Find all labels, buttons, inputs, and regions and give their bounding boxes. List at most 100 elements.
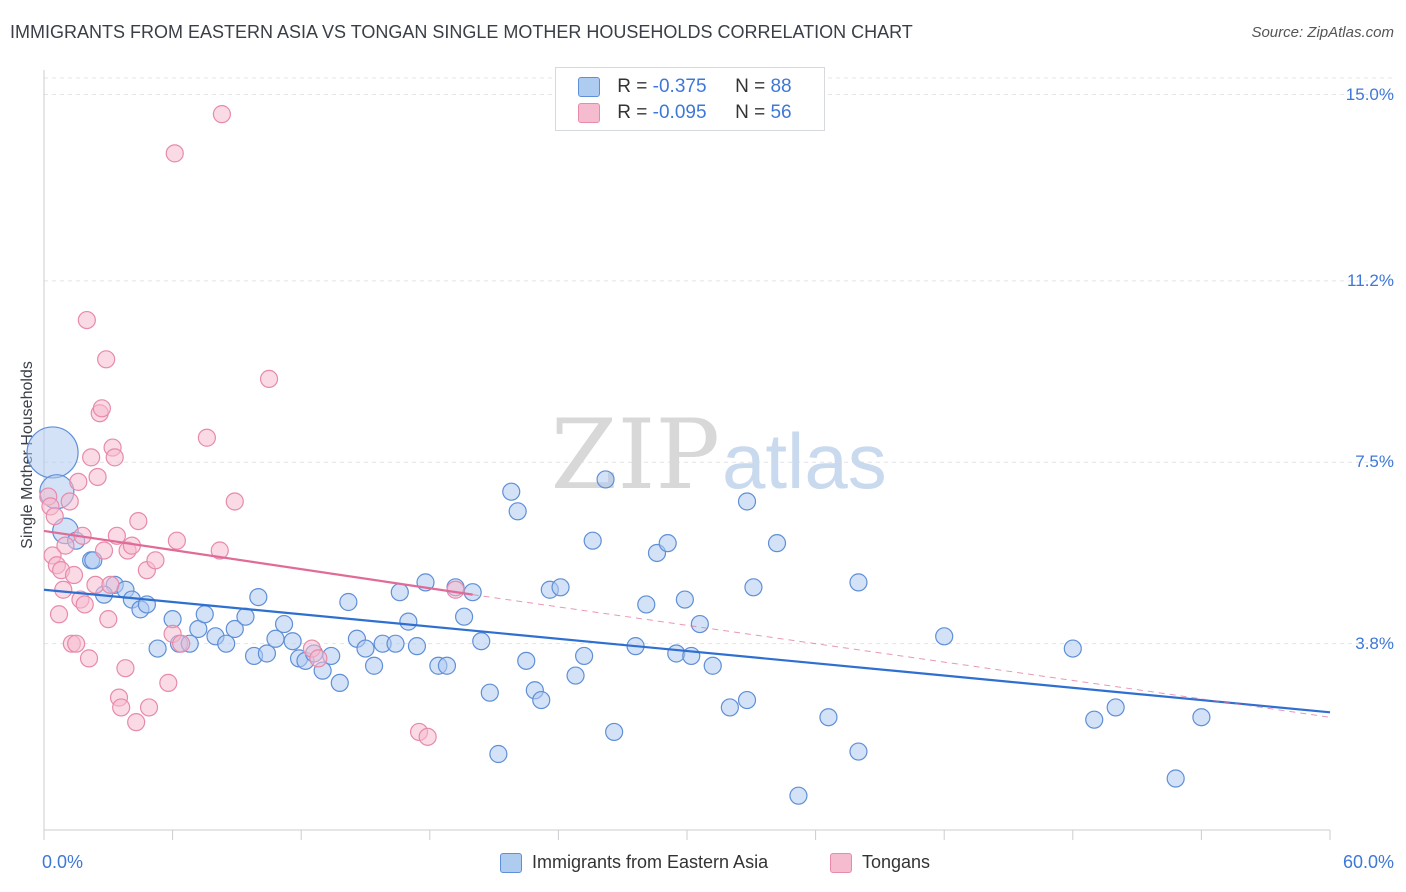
y-tick-label: 15.0% <box>1345 84 1394 104</box>
data-point <box>849 742 868 761</box>
data-point <box>437 656 457 675</box>
data-point <box>480 683 499 702</box>
data-point <box>217 634 236 653</box>
data-point <box>502 482 521 501</box>
data-point <box>69 472 88 491</box>
data-point <box>210 541 229 560</box>
data-point <box>1085 710 1104 729</box>
legend-n-value: 56 <box>770 102 792 123</box>
data-point <box>101 575 120 594</box>
trend-extension-tongans <box>472 594 1331 718</box>
watermark-zip: ZIP <box>551 399 720 511</box>
data-point <box>127 713 146 732</box>
data-point <box>789 786 808 805</box>
legend-r-label: R = <box>617 76 653 97</box>
data-point <box>390 583 409 602</box>
data-point <box>399 612 418 631</box>
data-point <box>767 534 787 553</box>
data-point <box>744 578 763 597</box>
data-point <box>67 634 86 653</box>
legend-row-immigrants: R = -0.375 N = 88 <box>578 76 792 100</box>
series-tongans-points <box>39 105 465 746</box>
data-point <box>309 649 328 668</box>
data-point <box>1106 698 1125 717</box>
data-point <box>551 578 570 597</box>
data-point <box>49 605 69 624</box>
data-point <box>167 531 186 550</box>
data-point <box>737 690 757 710</box>
bottom-legend-label: Immigrants from Eastern Asia <box>532 852 769 872</box>
data-point <box>148 639 167 658</box>
data-point <box>454 607 474 626</box>
data-point <box>197 428 216 447</box>
data-point <box>56 536 75 555</box>
watermark-atlas: atlas <box>722 417 887 505</box>
trend-lines <box>43 529 1331 718</box>
data-point <box>364 656 384 675</box>
data-point <box>386 634 405 653</box>
data-point <box>225 619 244 639</box>
data-point <box>489 744 508 764</box>
data-point <box>283 632 302 651</box>
y-tick-label: 11.2% <box>1347 270 1394 290</box>
data-point <box>172 634 191 653</box>
data-point <box>92 399 111 418</box>
data-point <box>703 656 722 675</box>
data-point <box>257 644 277 663</box>
data-point <box>667 644 686 663</box>
source-label[interactable]: Source: ZipAtlas.com <box>1251 24 1394 41</box>
data-point <box>819 708 838 727</box>
data-point <box>1063 639 1082 658</box>
data-point <box>266 629 285 648</box>
data-point <box>105 448 124 467</box>
data-point <box>472 632 491 651</box>
stats-legend: R = -0.375 N = 88 R = -0.095 N = 56 <box>555 67 825 131</box>
data-point <box>225 492 244 511</box>
data-point <box>339 592 358 612</box>
x-axis-end-label: 60.0% <box>1342 852 1394 872</box>
legend-n-label: N = <box>735 76 771 97</box>
data-point <box>720 698 739 717</box>
data-point <box>463 583 482 602</box>
data-point <box>249 587 268 607</box>
data-point <box>165 144 184 163</box>
bottom-legend-swatch-blue <box>500 853 522 874</box>
trend-line-tongans <box>43 529 473 596</box>
data-point <box>116 659 135 678</box>
data-point <box>99 610 118 629</box>
legend-r-label: R = <box>617 102 653 123</box>
gridlines <box>44 77 1392 645</box>
data-point <box>566 666 585 685</box>
data-point <box>259 369 279 389</box>
data-point <box>146 551 165 570</box>
data-point <box>75 595 94 614</box>
data-point <box>418 727 437 746</box>
data-point <box>1166 769 1185 788</box>
data-point <box>60 492 79 511</box>
data-point <box>94 541 114 560</box>
data-point <box>407 637 427 656</box>
data-point <box>26 426 79 479</box>
bottom-legend-immigrants[interactable]: Immigrants from Eastern Asia <box>500 852 769 874</box>
legend-n-value: 88 <box>770 76 792 97</box>
bottom-legend-label: Tongans <box>862 852 931 872</box>
data-point <box>849 573 868 592</box>
data-point <box>583 531 602 550</box>
data-point <box>330 673 349 693</box>
data-point <box>97 350 116 369</box>
legend-r-value: -0.375 <box>652 76 707 97</box>
data-point <box>212 105 231 124</box>
trend-line-immigrants <box>43 588 1331 714</box>
data-point <box>64 565 84 585</box>
data-point <box>935 627 954 646</box>
data-point <box>658 534 677 553</box>
data-point <box>77 310 96 330</box>
legend-swatch-blue <box>578 76 600 97</box>
bottom-legend-tongans[interactable]: Tongans <box>830 852 931 874</box>
data-point <box>159 673 178 693</box>
data-point <box>605 722 624 742</box>
data-point <box>690 614 709 634</box>
data-point <box>637 595 656 614</box>
legend-swatch-pink <box>578 102 600 123</box>
